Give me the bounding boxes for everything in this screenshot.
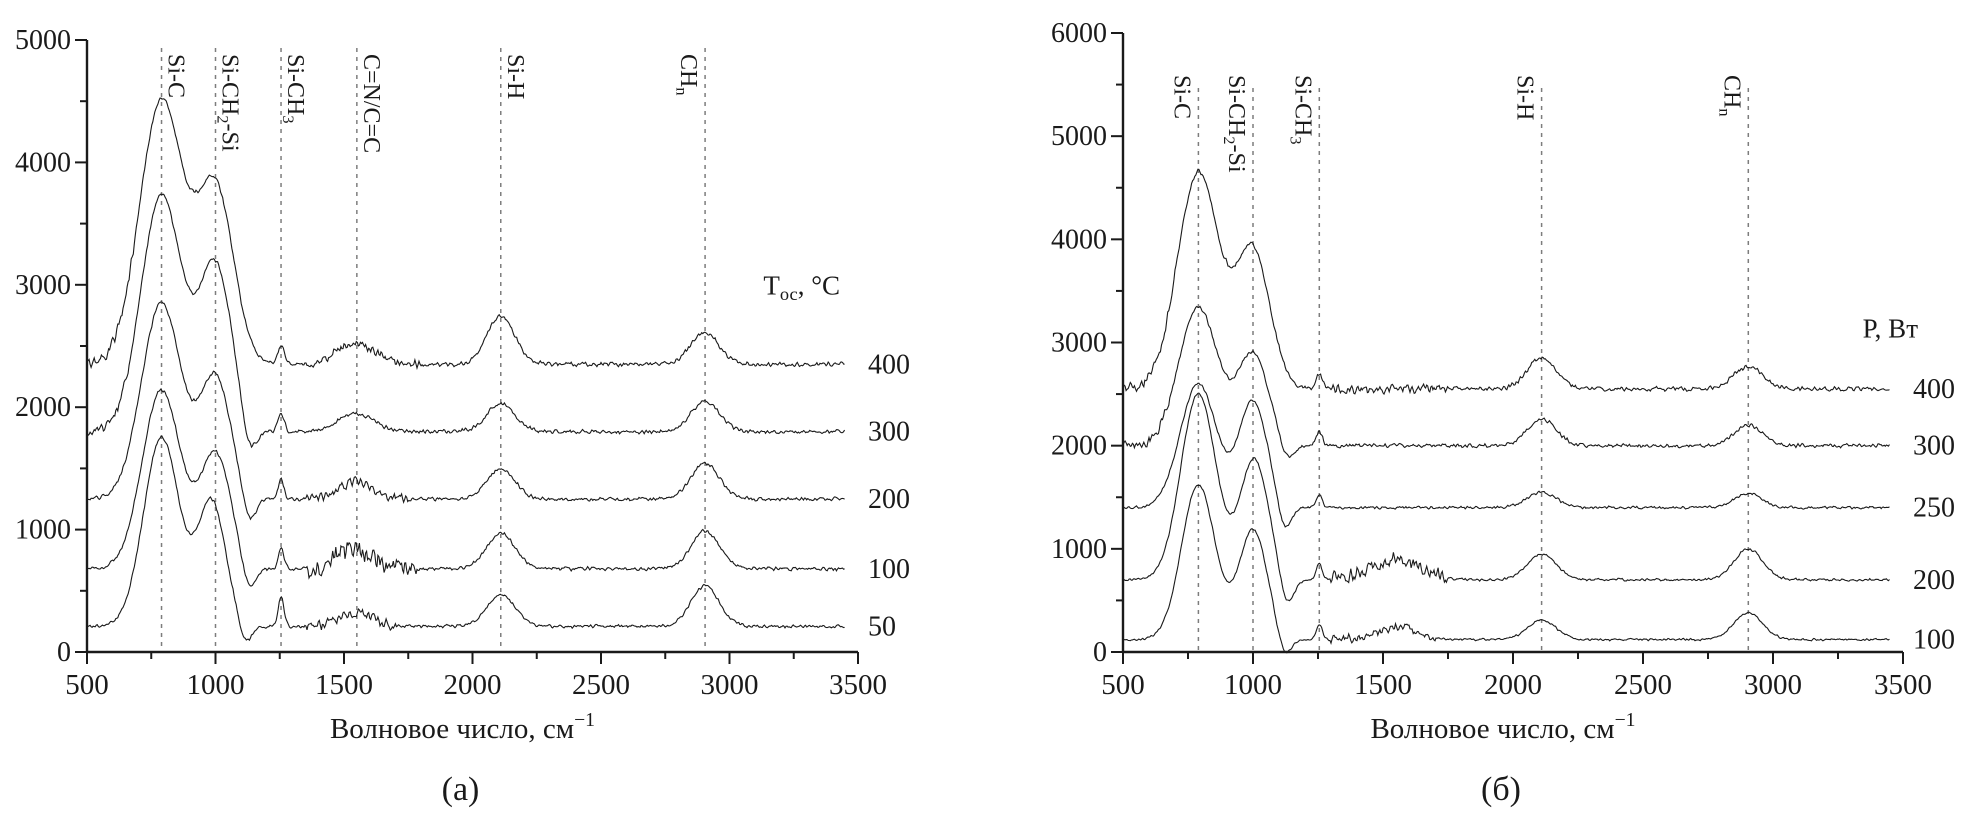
y-tick-label: 4000 — [1051, 224, 1107, 255]
si-ch3-peak-label: Si-CH3 — [279, 54, 308, 124]
spectrum-curve-300 — [1122, 305, 1890, 459]
ftir-chart-b: 0 1000 2000 3000 4000 5000 6000 500 1000 1500 2000… — [1051, 18, 1955, 808]
ch-n-peak-label: CHn — [672, 54, 701, 95]
c-n-c-c-peak-label: C=N/C=C — [358, 54, 384, 153]
spectrum-curve-100 — [86, 387, 845, 587]
y-tick-label: 6000 — [1051, 18, 1107, 49]
spectra-panel-a: 0 1000 2000 3000 4000 5000 500 1000 1500 2000 2500… — [0, 0, 985, 827]
x-tick-label: 2000 — [444, 669, 502, 701]
series-label-50: 50 — [868, 611, 896, 642]
x-tick-label: 2500 — [1614, 669, 1672, 701]
x-tick-label: 1000 — [1224, 669, 1282, 701]
y-tick-label: 0 — [1093, 637, 1107, 668]
series-label-200: 200 — [1913, 565, 1955, 596]
x-tick-label: 2500 — [572, 669, 630, 701]
si-c-peak-label: Si-C — [163, 54, 189, 98]
si-ch2-si-peak-label: Si-CH2-Si — [1220, 75, 1249, 173]
x-tick-label: 3500 — [829, 669, 887, 701]
x-tick-label: 500 — [65, 669, 109, 701]
series-label-200: 200 — [868, 484, 910, 515]
spectrum-curve-50 — [86, 435, 845, 642]
x-tick-label: 1500 — [315, 669, 373, 701]
series-label-400: 400 — [1913, 374, 1955, 405]
x-axis-title: Волновое число, см−1 — [1370, 709, 1635, 745]
si-ch2-si-peak-label: Si-CH2-Si — [214, 54, 243, 152]
y-tick-label: 2000 — [15, 392, 71, 423]
y-tick-label: 4000 — [15, 147, 71, 178]
spectrum-curve-250 — [1122, 382, 1890, 528]
panel-caption: (а) — [442, 771, 480, 808]
y-tick-label: 3000 — [15, 270, 71, 301]
series-label-400: 400 — [868, 349, 910, 380]
spectra-panel-b: 0 1000 2000 3000 4000 5000 6000 500 1000 1500 2000… — [988, 0, 1977, 827]
panel-caption: (б) — [1481, 771, 1521, 808]
y-tick-label: 5000 — [1051, 121, 1107, 152]
x-axis-title: Волновое число, см−1 — [330, 709, 595, 745]
x-tick-label: 1500 — [1354, 669, 1412, 701]
spectrum-curve-200 — [1122, 392, 1890, 602]
series-label-100: 100 — [1913, 625, 1955, 656]
x-tick-label: 3000 — [1744, 669, 1802, 701]
x-tick-label: 1000 — [187, 669, 245, 701]
spectrum-curve-400 — [1122, 168, 1890, 396]
legend-title: Tос, °C — [763, 271, 840, 304]
ftir-chart-a: 0 1000 2000 3000 4000 5000 500 1000 1500 2000 2500… — [15, 25, 910, 808]
y-tick-label: 5000 — [15, 25, 71, 56]
si-h-peak-label: Si-H — [502, 54, 528, 99]
y-tick-label: 1000 — [15, 515, 71, 546]
series-label-300: 300 — [868, 417, 910, 448]
spectrum-curve-100 — [1122, 484, 1890, 654]
spectrum-curve-400 — [86, 97, 845, 371]
y-tick-label: 0 — [57, 637, 71, 668]
x-tick-label: 2000 — [1484, 669, 1542, 701]
spectrum-curve-300 — [86, 193, 846, 449]
si-h-peak-label: Si-H — [1512, 75, 1538, 120]
x-tick-label: 3000 — [701, 669, 759, 701]
si-c-peak-label: Si-C — [1168, 75, 1194, 119]
series-label-300: 300 — [1913, 431, 1955, 462]
si-ch3-peak-label: Si-CH3 — [1287, 75, 1316, 145]
y-tick-label: 3000 — [1051, 328, 1107, 359]
x-tick-label: 3500 — [1874, 669, 1932, 701]
series-label-100: 100 — [868, 554, 910, 585]
spectrum-curve-200 — [86, 301, 845, 521]
y-tick-label: 2000 — [1051, 431, 1107, 462]
x-tick-label: 500 — [1101, 669, 1145, 701]
legend-title: P, Вт — [1863, 313, 1919, 343]
y-tick-label: 1000 — [1051, 534, 1107, 565]
ch-n-peak-label: CHn — [1716, 75, 1745, 116]
series-label-250: 250 — [1913, 493, 1955, 524]
